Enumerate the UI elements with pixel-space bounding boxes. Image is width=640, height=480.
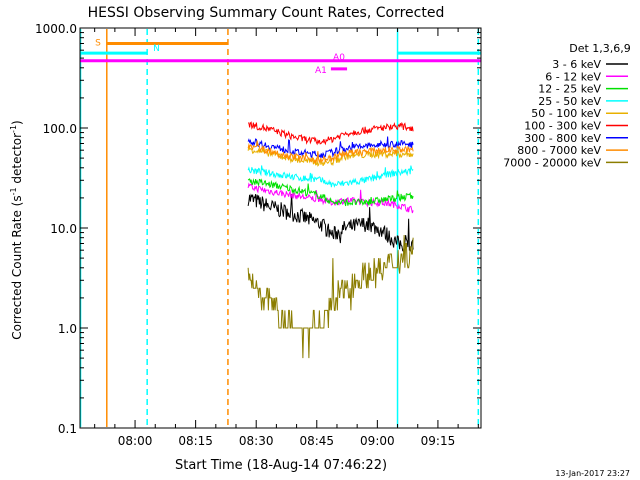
legend-label-8: 7000 - 20000 keV (503, 156, 601, 169)
flag-label-a0: A0 (333, 53, 345, 63)
y-tick-label-4: 1000.0 (35, 22, 77, 36)
series-line-2 (247, 178, 414, 207)
series-line-8 (247, 235, 414, 359)
flag-label-s: S (95, 38, 101, 48)
y-tick-label-0: 0.1 (58, 422, 77, 436)
legend-label-1: 6 - 12 keV (545, 70, 601, 83)
y-tick-label-1: 1.0 (58, 322, 77, 336)
chart-title: HESSI Observing Summary Count Rates, Cor… (88, 5, 445, 21)
y-axis-label: Corrected Count Rate (s-1 detector-1) (9, 120, 24, 339)
x-tick-label-0: 08:00 (118, 434, 153, 448)
axes: 0.1 1.0 10.0 100.0 1000.0 08:00 08:15 08:30 08:4… (35, 22, 481, 448)
vertical-markers (79, 29, 480, 427)
flag-bars: S N A0 A1 (80, 38, 481, 76)
x-tick-label-1: 08:15 (178, 434, 213, 448)
flag-label-a1: A1 (315, 66, 327, 76)
timestamp: 13-Jan-2017 23:27 (555, 469, 630, 478)
series-line-7 (247, 140, 414, 165)
series-line-6 (247, 136, 414, 159)
x-tick-label-5: 09:15 (421, 434, 456, 448)
x-axis-label: Start Time (18-Aug-14 07:46:22) (175, 458, 387, 473)
series-line-5 (248, 121, 414, 146)
x-tick-label-4: 09:00 (360, 434, 395, 448)
series-line-3 (247, 165, 414, 188)
y-tick-label-3: 100.0 (43, 122, 77, 136)
x-tick-label-2: 08:30 (239, 434, 274, 448)
legend-label-3: 25 - 50 keV (538, 95, 601, 108)
legend-title: Det 1,3,6,9 (569, 42, 631, 55)
legend-label-2: 12 - 25 keV (538, 83, 601, 96)
legend-label-7: 800 - 7000 keV (517, 144, 601, 157)
series-layer (247, 121, 414, 359)
legend-label-0: 3 - 6 keV (552, 58, 601, 71)
legend-label-5: 100 - 300 keV (524, 120, 601, 133)
series-line-0 (247, 193, 414, 253)
legend-label-4: 50 - 100 keV (531, 107, 601, 120)
y-tick-label-2: 10.0 (50, 222, 77, 236)
legend-label-6: 300 - 800 keV (524, 132, 601, 145)
flag-label-n: N (153, 44, 160, 54)
x-tick-label-3: 08:45 (299, 434, 334, 448)
